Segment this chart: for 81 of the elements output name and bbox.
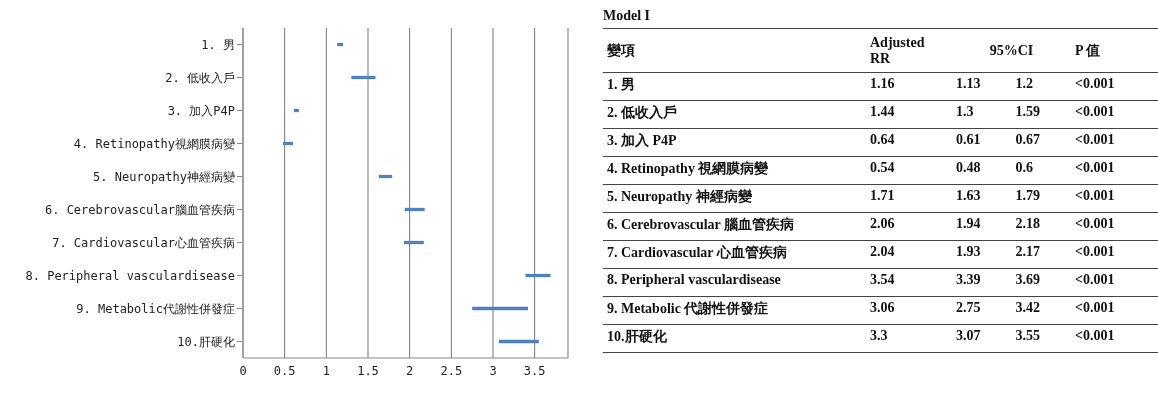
text: 1.93 [952,240,1012,269]
x-tick-label: 3 [489,363,497,378]
text: <0.001 [1071,240,1158,269]
bar [498,339,539,344]
bar [337,42,343,47]
x-tick-label: 1 [322,363,330,378]
text: 1.13 [952,72,1012,101]
text: <0.001 [1071,324,1158,353]
text: <0.001 [1071,128,1158,157]
text: 3.69 [1011,268,1072,297]
text: 0.61 [952,128,1012,157]
x-tick-label: 0.5 [273,363,296,378]
bar [351,75,376,80]
y-tick-label: 1. 男 [201,37,235,52]
bar [403,240,424,245]
text: 2.17 [1011,240,1072,269]
category-label: 1. 男 [603,72,866,101]
y-tick-label: 8. Peripheral vasculardisease [25,268,235,283]
text: <0.001 [1071,72,1158,101]
text: 1.2 [1011,72,1072,101]
text: 2.18 [1011,212,1072,241]
text: 1.44 [866,100,952,129]
text: 2.75 [952,296,1012,325]
x-tick-label: 3.5 [523,363,546,378]
y-tick-label: 3. 加入P4P [167,103,235,118]
text: 3.39 [952,268,1012,297]
text: 3.55 [1011,324,1072,353]
text: 2.06 [866,212,952,241]
x-tick-label: 0 [239,363,247,378]
text: Model I [603,8,652,24]
text: 0.6 [1011,156,1072,185]
text: P 值 [1071,28,1158,73]
text: 0.64 [866,128,952,157]
text: <0.001 [1071,268,1158,297]
bar [404,207,425,212]
category-label: 6. Cerebrovascular 腦血管疾病 [603,212,866,241]
text: 1.16 [866,72,952,101]
category-label: 9. Metabolic 代謝性併發症 [603,296,866,325]
x-tick-label: 2.5 [440,363,463,378]
category-label: 4. Retinopathy 視網膜病變 [603,156,866,185]
y-tick-label: 5. Neuropathy神經病變 [93,169,235,184]
text: <0.001 [1071,100,1158,129]
y-tick-label: 2. 低收入戶 [165,70,235,85]
text: 3.42 [1011,296,1072,325]
text: 1.63 [952,184,1012,213]
text: 1.79 [1011,184,1072,213]
text: 1.3 [952,100,1012,129]
text: 0.67 [1011,128,1072,157]
text: 變項 [603,28,866,73]
category-label: 2. 低收入戶 [603,100,866,129]
x-tick-label: 1.5 [357,363,379,378]
category-label: 8. Peripheral vasculardisease [603,268,866,297]
text: 0.54 [866,156,952,185]
y-tick-label: 10.肝硬化 [177,334,235,349]
text: <0.001 [1071,156,1158,185]
category-label: 10.肝硬化 [603,324,866,353]
category-label: 5. Neuropathy 神經病變 [603,184,866,213]
text: 2.04 [866,240,952,269]
text: 1.71 [866,184,952,213]
text: 3.54 [866,268,952,297]
y-tick-label: 6. Cerebrovascular腦血管疾病 [44,202,235,217]
category-label: 3. 加入 P4P [603,128,866,157]
text: Adjusted RR [866,28,952,73]
category-label: 7. Cardiovascular 心血管疾病 [603,240,866,269]
text: 1.59 [1011,100,1072,129]
text: <0.001 [1071,296,1158,325]
text: 3.06 [866,296,952,325]
bar [472,306,528,311]
y-tick-label: 4. Retinopathy視網膜病變 [73,136,235,151]
bar [283,141,293,146]
y-tick-label: 7. Cardiovascular心血管疾病 [52,235,235,250]
bar [525,273,551,278]
text: 0.48 [952,156,1012,185]
text: <0.001 [1071,212,1158,241]
text: 1.94 [952,212,1012,241]
text: <0.001 [1071,184,1158,213]
y-tick-label: 9. Metabolic代謝性併發症 [76,301,235,316]
text: 3.3 [866,324,952,353]
text: 3.07 [952,324,1012,353]
x-tick-label: 2 [406,363,414,378]
text: 95%CI [952,28,1072,73]
